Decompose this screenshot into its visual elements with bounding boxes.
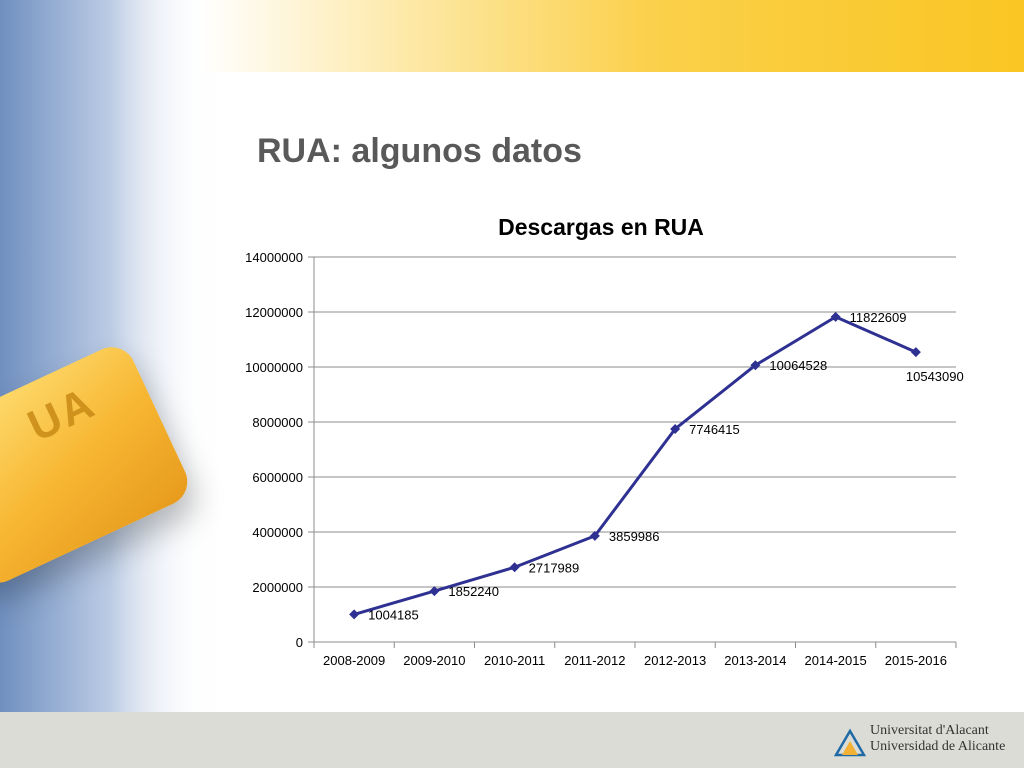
y-tick-label: 14000000 [245, 250, 303, 265]
series-line [353, 315, 917, 616]
data-label: 2717989 [529, 560, 580, 575]
y-tick-label: 2000000 [252, 580, 303, 595]
top-color-band [200, 0, 1024, 72]
data-label: 11822609 [850, 310, 907, 325]
y-tick-label: 8000000 [252, 415, 303, 430]
data-point-marker [910, 347, 921, 358]
data-label: 7746415 [689, 422, 740, 437]
data-label: 10064528 [769, 358, 827, 373]
data-point-marker [509, 562, 520, 573]
y-axis-ticks: 0 2000000 4000000 6000000 8000000 10000000 120… [245, 250, 303, 650]
line-chart: Descargas en RUA 0 2000000 4000000 6000000 8… [245, 214, 964, 668]
y-tick-label: 6000000 [252, 470, 303, 485]
data-label: 1004185 [368, 607, 419, 622]
data-point-marker [830, 311, 841, 322]
x-tick-label: 2010-2011 [484, 653, 545, 668]
x-tick-label: 2009-2010 [403, 653, 465, 668]
data-label: 1852240 [448, 584, 499, 599]
data-series [349, 311, 921, 620]
data-label: 10543090 [906, 369, 964, 384]
x-tick-label: 2015-2016 [885, 653, 947, 668]
chart-title: Descargas en RUA [498, 214, 704, 240]
university-logo-icon [834, 728, 866, 757]
university-name-spanish: Universidad de Alicante [870, 739, 1006, 754]
data-point-marker [589, 530, 600, 541]
data-labels: 1004185 1852240 2717989 3859986 7746415 10064… [368, 310, 964, 623]
y-tick-label: 10000000 [245, 360, 303, 375]
data-point-marker [429, 586, 440, 597]
x-tick-label: 2013-2014 [724, 653, 786, 668]
x-tick-label: 2011-2012 [564, 653, 625, 668]
university-name: Universitat d'Alacant Universidad de Ali… [870, 723, 1005, 755]
data-point-marker [750, 360, 761, 371]
data-label: 3859986 [609, 529, 660, 544]
slide-title: RUA: algunos datos [257, 132, 582, 170]
y-tick-label: 0 [296, 635, 303, 650]
grid-lines [308, 256, 957, 648]
y-tick-label: 4000000 [252, 525, 303, 540]
university-name-valencian: Universitat d'Alacant [870, 723, 989, 738]
footer-bar [0, 712, 1024, 768]
data-point-marker [670, 423, 681, 434]
decorative-background: UA [0, 0, 235, 712]
x-tick-label: 2014-2015 [805, 653, 867, 668]
y-tick-label: 12000000 [245, 305, 303, 320]
x-tick-label: 2012-2013 [644, 653, 706, 668]
x-tick-label: 2008-2009 [323, 653, 385, 668]
data-point-marker [349, 609, 360, 620]
x-axis-ticks: 2008-2009 2009-2010 2010-2011 2011-2012 2012… [323, 653, 947, 668]
